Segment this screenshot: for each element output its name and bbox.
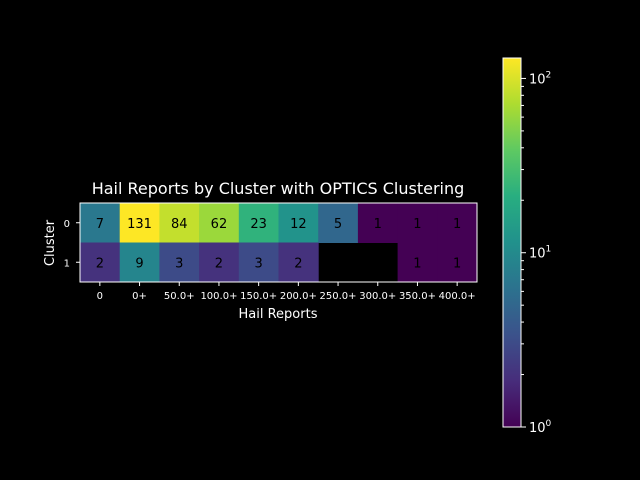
colorbar [502,57,522,428]
heatmap-cells [80,203,478,283]
heatmap-cell [397,203,438,243]
heatmap-cell [159,242,200,283]
x-tick-label: 300.0+ [359,291,396,302]
cell-value-label: 1 [453,217,461,232]
heatmap-cell [318,203,359,243]
cell-value-label: 3 [175,256,183,271]
cell-value-label: 7 [96,217,104,232]
x-tick-label: 150.0+ [240,291,277,302]
plot-frame [79,202,478,283]
x-tick-label: 0 [97,291,103,302]
colorbar-tick-label: 102 [529,70,551,87]
heatmap-cell [199,242,240,283]
cell-value-label: 1 [413,217,421,232]
cell-value-label: 9 [135,256,143,271]
y-tick-label: 0 [64,219,70,230]
x-axis: 0 0+ 50.0+ 100.0+ 150.0+ 200.0+ 250.0+ 300.0+ 35… [97,282,476,302]
x-tick-label: 250.0+ [320,291,357,302]
x-tick-label: 350.0+ [399,291,436,302]
heatmap-cell-labels: 7 131 84 62 23 12 5 1 1 12 9 3 2 3 2 1 1 [96,217,462,272]
cell-value-label: 2 [96,256,104,271]
cell-value-label: 131 [127,217,152,232]
cell-value-label: 1 [374,217,382,232]
colorbar-tick-label: 101 [529,245,551,262]
heatmap-cell [80,203,121,243]
chart-title: Hail Reports by Cluster with OPTICS Clus… [92,179,465,198]
heatmap-cell [238,242,279,283]
cell-value-label: 62 [211,217,228,232]
cell-value-label: 12 [290,217,307,232]
cell-value-label: 3 [255,256,263,271]
heatmap-cell [199,203,240,243]
heatmap-cell [238,203,279,243]
colorbar-tick-label: 100 [529,419,552,436]
heatmap-cell [278,242,319,283]
cell-value-label: 23 [250,217,267,232]
cell-value-label: 1 [413,256,421,271]
y-axis-label: Cluster [43,219,58,266]
heatmap-cell [278,203,319,243]
heatmap-cell [119,203,160,243]
heatmap-cell [80,242,121,283]
x-tick-label: 200.0+ [280,291,317,302]
cell-value-label: 1 [453,256,461,271]
x-tick-label: 0+ [132,291,147,302]
y-tick-label: 1 [64,258,70,269]
heatmap-cell [119,242,160,283]
heatmap-cell [397,242,438,283]
heatmap-cell [159,203,200,243]
cell-value-label: 2 [294,256,302,271]
x-axis-label: Hail Reports [239,307,318,322]
x-tick-label: 100.0+ [200,291,237,302]
x-tick-label: 50.0+ [164,291,195,302]
heatmap-cell [437,203,478,243]
cell-value-label: 5 [334,217,342,232]
cell-value-label: 84 [171,217,188,232]
cell-value-label: 2 [215,256,223,271]
y-axis: 01 [64,219,80,269]
colorbar-ticks: 100 101 102 [521,70,552,436]
x-tick-label: 400.0+ [439,291,476,302]
heatmap-cell [437,242,478,283]
heatmap-cell [357,203,399,243]
